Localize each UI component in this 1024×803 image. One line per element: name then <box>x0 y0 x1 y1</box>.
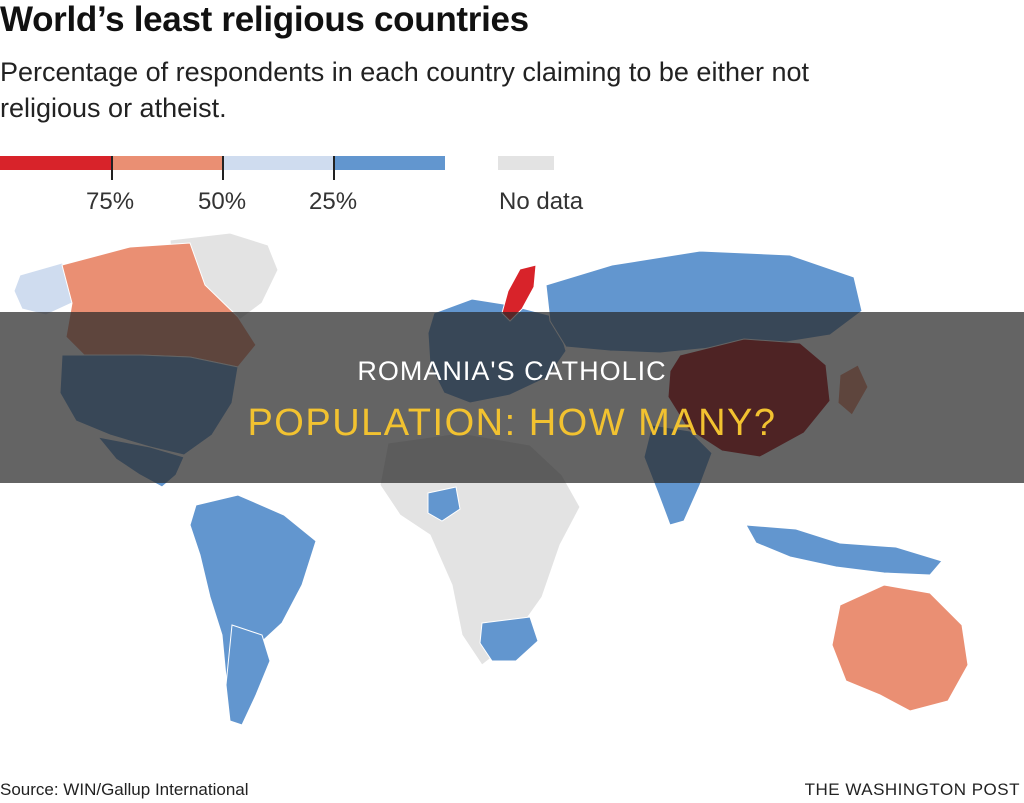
headline-line-1: ROMANIA'S CATHOLIC <box>357 356 667 386</box>
legend-label-50: 50% <box>198 188 247 215</box>
chart-subtitle: Percentage of respondents in each countr… <box>0 57 809 123</box>
legend-tick-50 <box>222 156 224 180</box>
region-nigeria <box>427 486 461 522</box>
region-indonesia <box>745 524 943 576</box>
region-australia <box>831 584 969 712</box>
region-argentina <box>225 624 271 726</box>
headline-line-2: POPULATION: HOW MANY? <box>247 402 777 444</box>
legend-tick-25 <box>333 156 335 180</box>
source-credit: Source: WIN/Gallup International <box>0 780 249 799</box>
legend-label-25: 25% <box>309 188 358 215</box>
region-south-africa <box>479 616 539 662</box>
legend-swatch-25-50 <box>223 156 334 170</box>
legend-swatch-under-25 <box>334 156 445 170</box>
world-map <box>13 232 969 726</box>
color-legend <box>0 156 600 216</box>
legend-swatch-75-plus <box>0 156 112 170</box>
legend-tick-75 <box>111 156 113 180</box>
chart-title: World’s least religious countries <box>0 0 529 39</box>
legend-swatch-50-75 <box>112 156 223 170</box>
legend-swatch-no-data <box>498 156 554 170</box>
publisher-credit: THE WASHINGTON POST <box>804 780 1020 799</box>
legend-label-75: 75% <box>86 188 135 215</box>
headline-overlay <box>0 312 1024 483</box>
legend-label-no-data: No data <box>499 188 584 215</box>
